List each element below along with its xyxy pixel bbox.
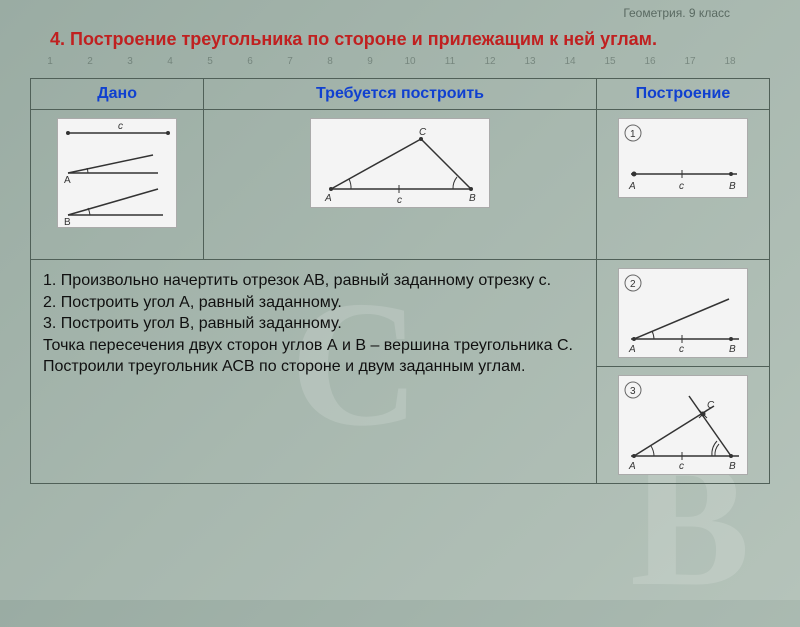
construction-step3-figure: 3 A B C c	[618, 375, 748, 475]
vertex-b-label: B	[469, 193, 476, 204]
table-row: c A B	[31, 110, 770, 260]
steps-text: 1. Произвольно начертить отрезок АВ, рав…	[39, 264, 588, 384]
step1-num: 1	[630, 129, 636, 140]
step3-num: 3	[630, 386, 636, 397]
segment-c-label: c	[118, 121, 123, 132]
ruler-tick: 18	[710, 56, 750, 67]
step-line: Точка пересечения двух сторон углов А и …	[43, 335, 584, 357]
ruler-tick: 3	[110, 56, 150, 67]
page-header: Геометрия. 9 класс	[623, 6, 730, 20]
ruler-tick: 17	[670, 56, 710, 67]
ruler-tick: 11	[430, 56, 470, 67]
ruler-tick: 2	[70, 56, 110, 67]
given-cell: c A B	[31, 110, 204, 260]
col-header-required: Требуется построить	[204, 79, 597, 110]
step-line: 3. Построить угол В, равный заданному.	[43, 313, 584, 335]
ruler-tick: 4	[150, 56, 190, 67]
col-header-construction: Построение	[596, 79, 769, 110]
construction-table: Дано Требуется построить Построение c A	[30, 78, 770, 484]
step2-num: 2	[630, 279, 636, 290]
ruler-tick: 9	[350, 56, 390, 67]
ruler-tick: 10	[390, 56, 430, 67]
given-figure: c A B	[57, 118, 177, 228]
ruler-tick: 15	[590, 56, 630, 67]
table-header-row: Дано Требуется построить Построение	[31, 79, 770, 110]
step3-c-side: c	[679, 461, 684, 472]
required-cell: A B C c	[204, 110, 597, 260]
ruler-tick: 12	[470, 56, 510, 67]
angle-a-label: A	[64, 175, 71, 186]
side-c-label: c	[397, 195, 402, 206]
construction-step2-cell: 2 A B c	[596, 260, 769, 367]
vertex-c-label: C	[419, 127, 427, 138]
ruler-background: 123456789101112131415161718	[0, 56, 800, 78]
ruler-tick: 7	[270, 56, 310, 67]
construction-step1-figure: 1 A B c	[618, 118, 748, 198]
step3-a: A	[628, 461, 636, 472]
vertex-a-label: A	[324, 193, 332, 204]
step1-c: c	[679, 181, 684, 192]
step3-c-vertex: C	[707, 400, 715, 411]
ruler-tick: 8	[310, 56, 350, 67]
table-row: 1. Произвольно начертить отрезок АВ, рав…	[31, 260, 770, 367]
ruler-tick: 6	[230, 56, 270, 67]
ruler-tick: 14	[550, 56, 590, 67]
step-line: 1. Произвольно начертить отрезок АВ, рав…	[43, 270, 584, 292]
step2-c: c	[679, 344, 684, 355]
required-figure: A B C c	[310, 118, 490, 208]
construction-step3-cell: 3 A B C c	[596, 367, 769, 484]
construction-step2-figure: 2 A B c	[618, 268, 748, 358]
step2-b: B	[729, 344, 736, 355]
step2-a: A	[628, 344, 636, 355]
ruler-tick: 5	[190, 56, 230, 67]
step-line: 2. Построить угол А, равный заданному.	[43, 292, 584, 314]
step1-b: B	[729, 181, 736, 192]
ruler-tick: 1	[30, 56, 70, 67]
step-line: Построили треугольник АСВ по стороне и д…	[43, 356, 584, 378]
construction-step1-cell: 1 A B c	[596, 110, 769, 260]
ruler-tick: 16	[630, 56, 670, 67]
angle-b-label: B	[64, 217, 71, 228]
steps-cell: 1. Произвольно начертить отрезок АВ, рав…	[31, 260, 597, 484]
ruler-tick: 13	[510, 56, 550, 67]
step3-b: B	[729, 461, 736, 472]
step1-a: A	[628, 181, 636, 192]
col-header-given: Дано	[31, 79, 204, 110]
page-title: 4. Построение треугольника по стороне и …	[50, 28, 770, 51]
